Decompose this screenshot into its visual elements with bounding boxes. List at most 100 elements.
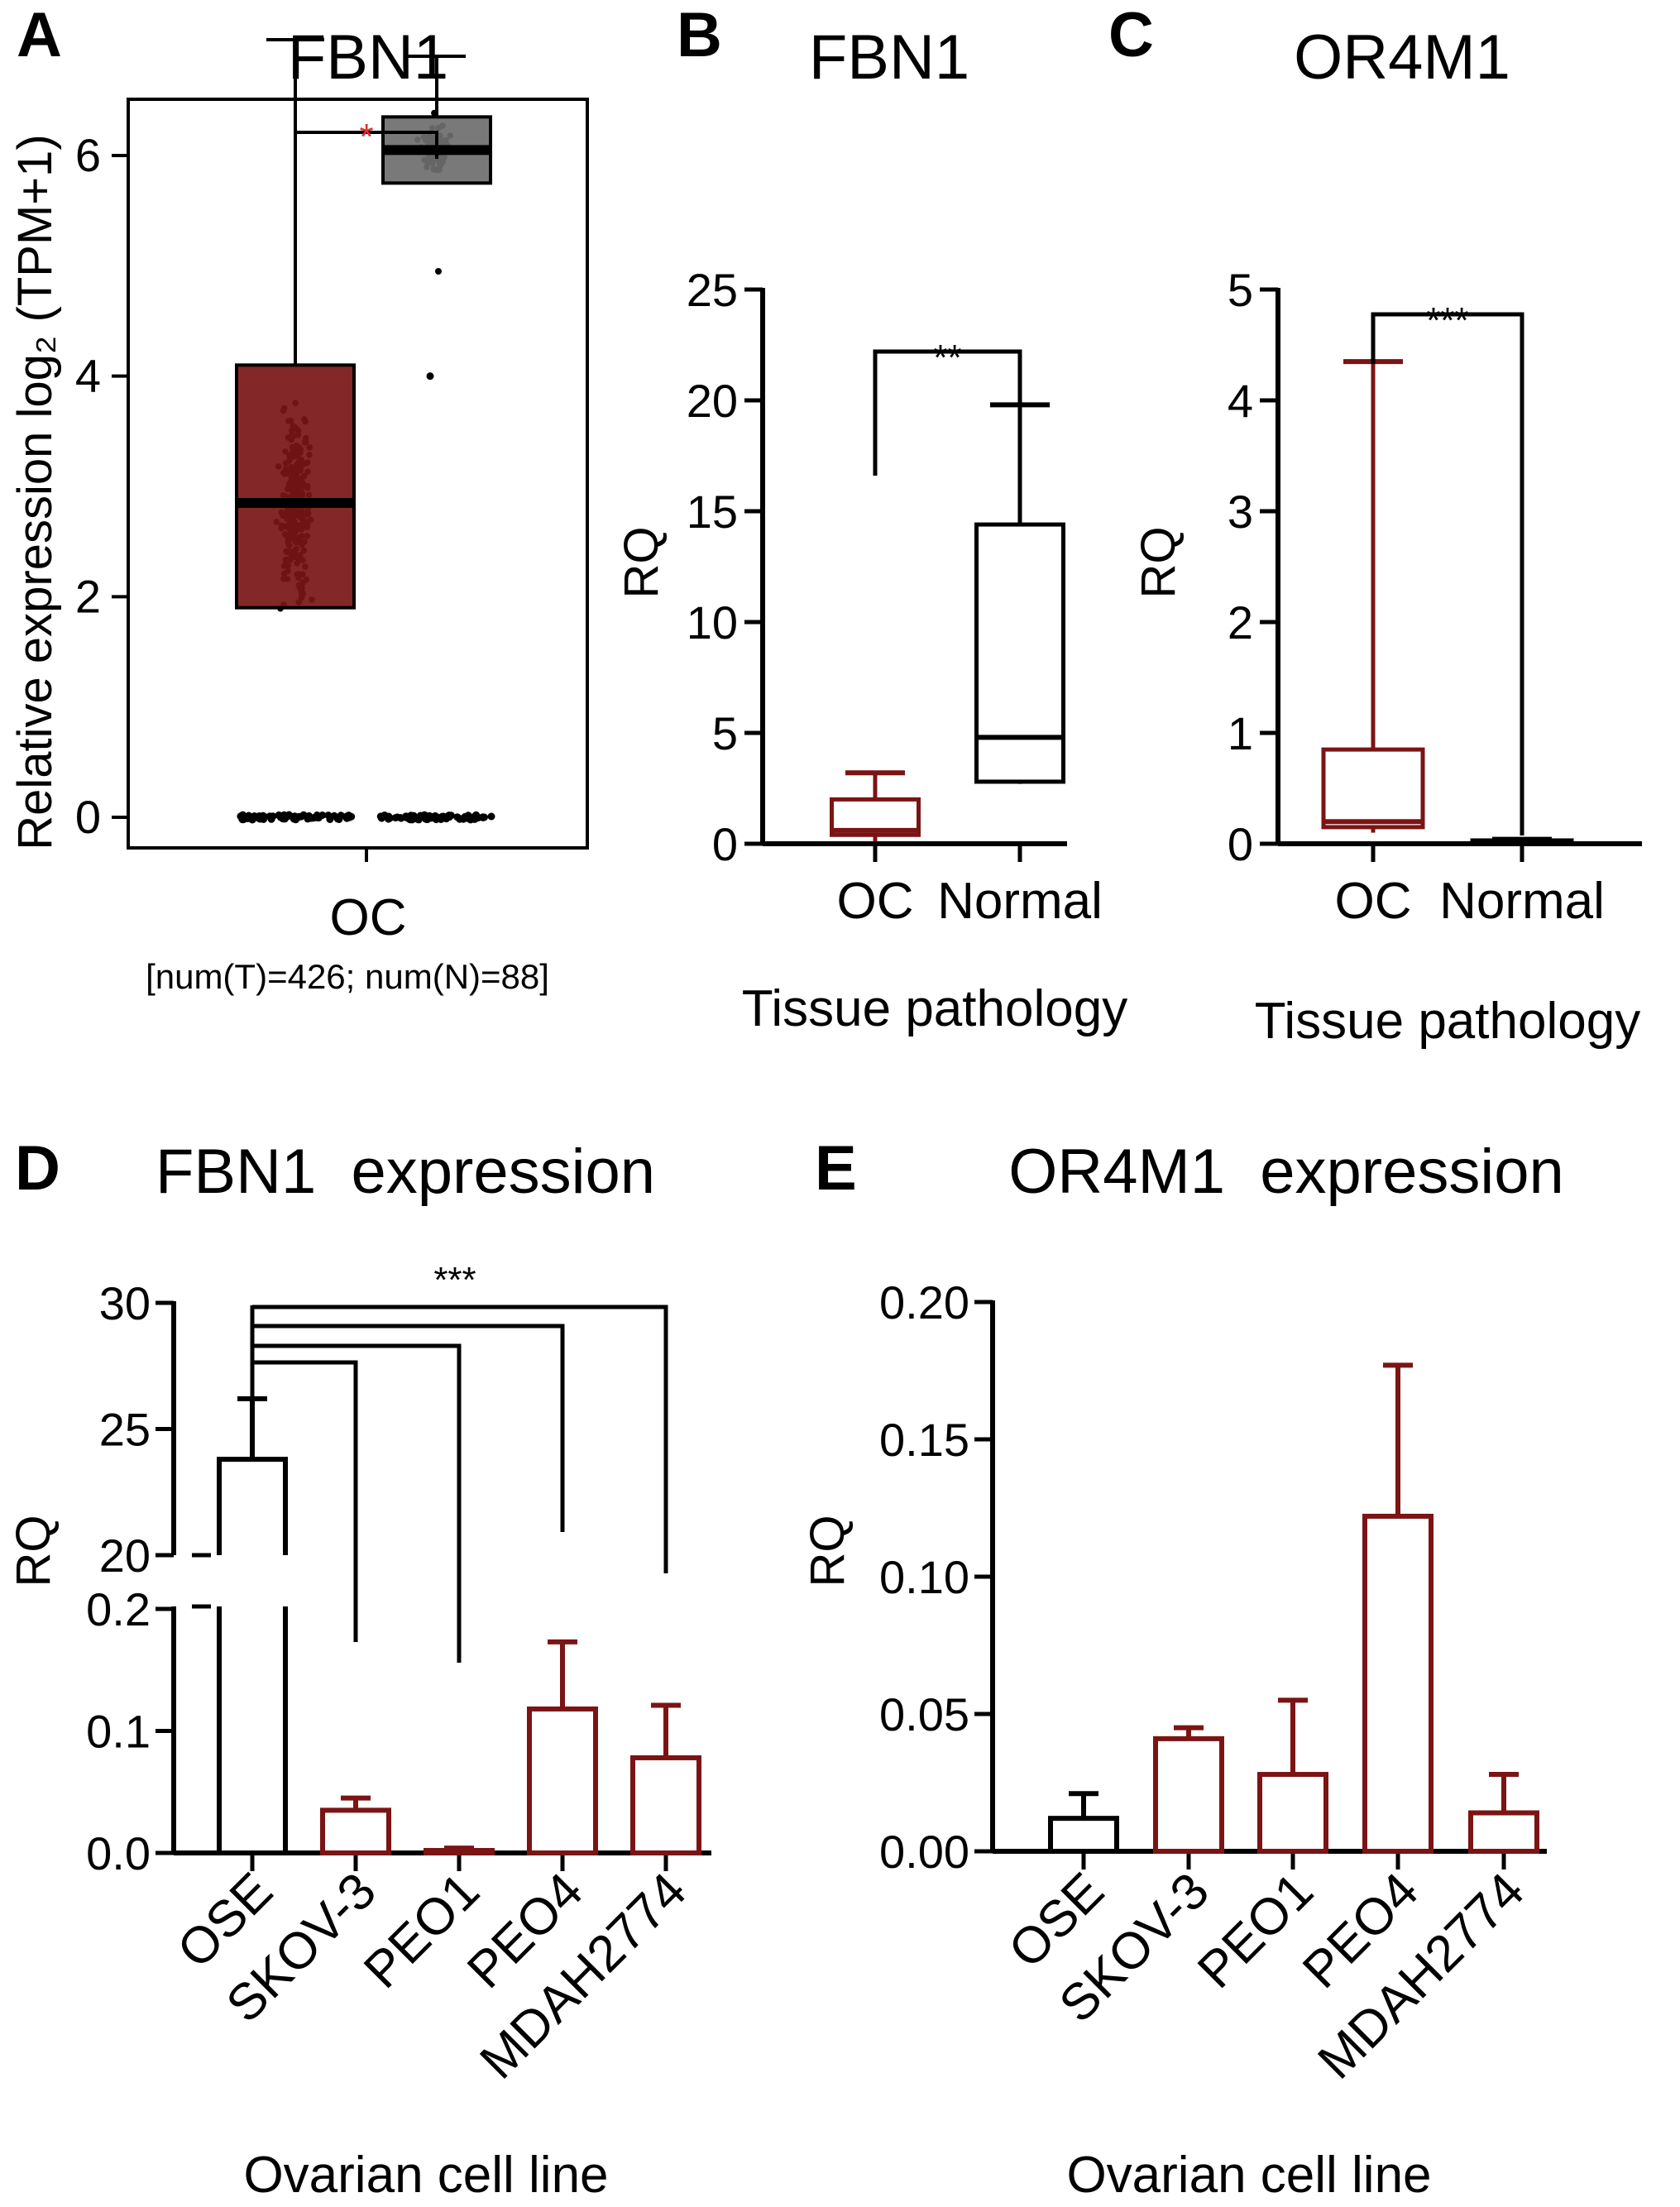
panel-a-significance-bracket — [294, 131, 438, 159]
panel-b-y-tick-label: 25 — [687, 264, 738, 316]
panel-b-y-tick-label: 5 — [712, 707, 738, 759]
panel-e-axes: 0.00 0.05 0.10 0.15 0.20 — [879, 1276, 1547, 1878]
panel-c-y-tick-label: 1 — [1228, 707, 1253, 759]
panel-b-bracket-line — [873, 349, 1022, 476]
panel-a-outlier-point — [426, 372, 434, 381]
panel-d-bar — [527, 1706, 598, 1855]
panel-c: C OR4M1 0 1 2 3 4 5 RQ *** OC Normal Tissue pa… — [1108, 0, 1642, 1050]
panel-c-y-tick-label: 2 — [1228, 596, 1253, 649]
panel-e-category-label: PEO1 — [1187, 1862, 1324, 1999]
panel-d-letter: D — [15, 1133, 60, 1204]
panel-a-y-tick-label: 0 — [75, 791, 101, 843]
panel-a-note: [num(T)=426; num(N)=88] — [146, 957, 549, 996]
panel-d-y-tick-label: 0.2 — [86, 1583, 151, 1635]
panel-d-significance: *** — [433, 1260, 476, 1300]
panel-a-zero-point — [310, 814, 318, 821]
panel-d-bracket-line — [252, 1343, 462, 1663]
panel-a-zero-point — [402, 813, 410, 821]
panel-b-category-label: Normal — [937, 873, 1103, 930]
panel-d-y-tick-label: 20 — [99, 1530, 151, 1582]
panel-a-zero-point — [447, 811, 455, 820]
panel-a-zero-point — [289, 812, 297, 821]
panel-b: B FBN1 0 5 10 15 20 25 RQ ** OC Normal Tissue … — [615, 0, 1127, 1037]
panel-a-zero-point — [391, 814, 400, 822]
panel-b-significance: ** — [933, 338, 961, 378]
panel-e-y-tick-label: 0.20 — [879, 1276, 969, 1329]
panel-a-frame — [127, 98, 589, 850]
panel-d-x-label: Ovarian cell line — [243, 2147, 608, 2204]
panel-a-zero-point — [430, 813, 438, 821]
panel-c-title: OR4M1 — [1294, 22, 1510, 93]
panel-b-axes: 0 5 10 15 20 25 — [687, 264, 1067, 870]
panel-c-bracket-line — [1371, 312, 1524, 835]
panel-b-y-tick-label: 0 — [712, 818, 738, 870]
panel-b-significance-bracket — [873, 349, 1022, 476]
panel-e-bar — [1257, 1772, 1328, 1855]
panel-d-bar — [630, 1755, 701, 1855]
panel-a-boxes — [235, 38, 492, 610]
panel-c-y-tick-label: 0 — [1228, 818, 1253, 870]
panel-a-zero-point — [299, 811, 308, 819]
panel-a-zero-point — [239, 811, 246, 819]
panel-a-y-tick-label: 2 — [75, 570, 101, 622]
panel-b-x-label: Tissue pathology — [742, 980, 1127, 1037]
panel-d-bar — [424, 1848, 495, 1855]
panel-e-y-tick-label: 0.05 — [879, 1688, 969, 1740]
panel-a-box-T — [235, 363, 356, 610]
panel-e-y-label: RQ — [801, 1515, 854, 1587]
panel-e-bar — [1048, 1816, 1119, 1854]
panel-a-zero-point — [330, 811, 338, 820]
panel-a-y-ticks: 0 2 4 6 — [75, 129, 128, 843]
panel-a-significance: * — [359, 117, 373, 157]
panel-b-title: FBN1 — [809, 22, 969, 93]
panel-a-zero-point — [345, 813, 353, 821]
panel-a-y-label: Relative expression log₂ (TPM+1) — [8, 134, 62, 850]
panel-a-y-tick-label: 4 — [75, 350, 101, 402]
panel-a-x-label: OC — [330, 889, 407, 946]
panel-a-zero-point — [479, 813, 487, 821]
panel-d-bars — [217, 1396, 701, 1855]
panel-d-y-tick-label: 0.0 — [86, 1827, 151, 1879]
panel-d-axes: 20 25 30 0.0 0.1 0.2 — [86, 1277, 711, 1879]
panel-d-y-tick-label: 0.1 — [86, 1706, 151, 1758]
panel-e: E OR4M1 expression 0.000.050.100.150.20 … — [801, 1133, 1564, 2204]
panel-b-category-label: OC — [837, 873, 914, 930]
panel-a-zero-point — [251, 812, 258, 820]
panel-a-zero-point — [471, 812, 479, 821]
panel-b-y-tick-label: 10 — [687, 596, 738, 649]
panel-a-zero-point — [260, 812, 268, 821]
panel-d-significance-brackets — [250, 1305, 668, 1663]
panel-e-y-tick-label: 0.00 — [879, 1826, 969, 1878]
panel-d-bracket-line — [252, 1305, 668, 1573]
panel-e-x-label: Ovarian cell line — [1066, 2147, 1431, 2204]
panel-d-bar-ose-top — [217, 1457, 288, 1555]
panel-e-title: OR4M1 expression — [1008, 1137, 1564, 1207]
panel-c-y-tick-label: 4 — [1228, 375, 1253, 427]
panel-a-zero-point — [464, 814, 471, 822]
panel-c-y-tick-label: 5 — [1228, 264, 1253, 316]
panel-d-title: FBN1 expression — [156, 1137, 655, 1207]
panel-a-zero-point — [318, 811, 327, 819]
panel-a-zero-point — [381, 811, 389, 819]
panel-c-boxes — [1321, 359, 1574, 846]
panel-b-y-label: RQ — [615, 527, 668, 599]
panel-c-x-label: Tissue pathology — [1255, 993, 1640, 1050]
panel-a-zero-point — [267, 815, 275, 823]
panel-d-category-label: PEO1 — [353, 1862, 491, 1999]
panel-c-y-tick-label: 3 — [1228, 486, 1253, 538]
panel-b-box-oc — [830, 797, 921, 837]
panel-d-y-tick-label: 25 — [99, 1404, 151, 1456]
panel-d-y-tick-label: 30 — [99, 1277, 151, 1329]
panel-c-letter: C — [1108, 0, 1154, 70]
panel-c-y-label: RQ — [1132, 527, 1185, 599]
panel-a-zero-point — [414, 815, 422, 823]
panel-d-bracket-line — [252, 1360, 358, 1642]
panel-e-bars — [1048, 1362, 1539, 1855]
panel-a-y-tick-label: 6 — [75, 129, 101, 181]
panel-d-y-label: RQ — [7, 1515, 60, 1587]
panel-a-zero-point — [279, 812, 287, 821]
panel-a-zero-point — [487, 812, 495, 821]
panel-c-axes: 0 1 2 3 4 5 — [1228, 264, 1642, 870]
